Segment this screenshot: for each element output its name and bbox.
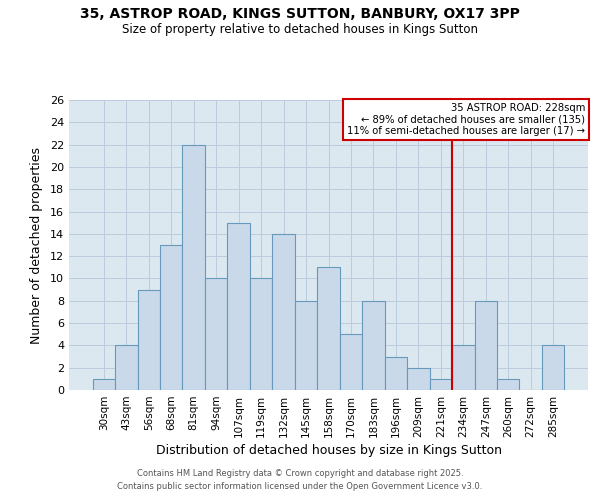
Bar [92,379,115,390]
Bar [295,301,317,390]
Text: Size of property relative to detached houses in Kings Sutton: Size of property relative to detached ho… [122,22,478,36]
Text: Contains public sector information licensed under the Open Government Licence v3: Contains public sector information licen… [118,482,482,491]
Bar [115,346,137,390]
Bar [385,356,407,390]
Bar [182,144,205,390]
Bar [497,379,520,390]
Bar [542,346,565,390]
X-axis label: Distribution of detached houses by size in Kings Sutton: Distribution of detached houses by size … [155,444,502,457]
Bar [407,368,430,390]
Bar [137,290,160,390]
Bar [475,301,497,390]
Bar [317,268,340,390]
Bar [272,234,295,390]
Text: Contains HM Land Registry data © Crown copyright and database right 2025.: Contains HM Land Registry data © Crown c… [137,468,463,477]
Y-axis label: Number of detached properties: Number of detached properties [30,146,43,344]
Text: 35, ASTROP ROAD, KINGS SUTTON, BANBURY, OX17 3PP: 35, ASTROP ROAD, KINGS SUTTON, BANBURY, … [80,8,520,22]
Text: 35 ASTROP ROAD: 228sqm
← 89% of detached houses are smaller (135)
11% of semi-de: 35 ASTROP ROAD: 228sqm ← 89% of detached… [347,103,586,136]
Bar [430,379,452,390]
Bar [250,278,272,390]
Bar [340,334,362,390]
Bar [205,278,227,390]
Bar [362,301,385,390]
Bar [452,346,475,390]
Bar [160,245,182,390]
Bar [227,222,250,390]
